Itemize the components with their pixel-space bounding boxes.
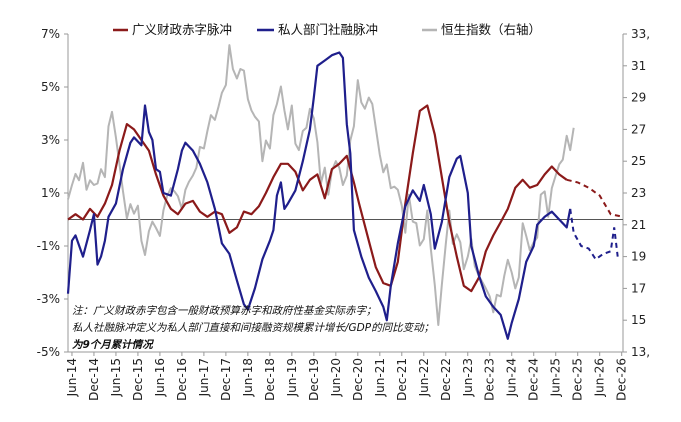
x-tick-label: Dec-18: [263, 358, 277, 401]
left-tick-label: -1%: [37, 239, 60, 253]
x-tick-label: Jun-19: [285, 358, 299, 397]
legend-label-private-credit: 私人部门社融脉冲: [278, 22, 378, 37]
x-tick-label: Jun-14: [65, 358, 79, 397]
left-tick-label: 3%: [41, 133, 60, 147]
x-tick-label: Dec-21: [395, 358, 409, 401]
series-private-credit-pulse: [66, 51, 572, 340]
note-line-1: 注：广义财政赤字包含一般财政预算赤字和政府性基金实际赤字；: [72, 305, 377, 317]
left-tick-label: 1%: [41, 186, 60, 200]
right-tick-label: 29: [631, 91, 646, 105]
series-private-credit-pulse-projection: [569, 208, 619, 261]
left-tick-label: 7%: [41, 27, 60, 41]
left-tick-label: 5%: [41, 80, 60, 94]
x-tick-label: Jun-24: [505, 358, 519, 397]
right-tick-label: 31: [631, 59, 646, 73]
series-fiscal-pulse: [67, 104, 568, 293]
x-tick-label: Jun-23: [461, 358, 475, 397]
right-tick-label: 27: [631, 122, 646, 136]
x-tick-label: Dec-17: [219, 358, 233, 401]
left-axis-ticks: 7% 5% 3% 1% -1% -3% -5%: [37, 27, 68, 359]
x-tick-label: Dec-14: [87, 358, 101, 401]
series-fiscal-pulse-projection: [566, 178, 624, 218]
right-tick-label: 19: [631, 250, 646, 264]
series-layer: [66, 44, 624, 340]
right-tick-label: 25: [631, 154, 646, 168]
x-tick-label: Jun-22: [417, 358, 431, 397]
x-tick-label: Jun-17: [197, 358, 211, 397]
x-tick-label: Jun-21: [373, 358, 387, 397]
x-tick-label: Dec-25: [571, 358, 585, 401]
x-tick-label: Jun-26: [593, 358, 607, 397]
right-tick-label: 33,: [631, 27, 650, 41]
left-tick-label: -3%: [37, 292, 60, 306]
x-tick-label: Dec-16: [175, 358, 189, 401]
right-axis-ticks: 33, 31 29 27 25 23 21 19 17 15 13,: [623, 27, 650, 359]
right-tick-label: 13,: [631, 345, 650, 359]
x-tick-label: Dec-24: [527, 358, 541, 401]
x-tick-label: Dec-22: [439, 358, 453, 401]
legend: 广义财政赤字脉冲 私人部门社融脉冲 恒生指数（右轴）: [113, 22, 541, 37]
x-tick-label: Dec-15: [131, 358, 145, 401]
legend-label-hsi: 恒生指数（右轴）: [441, 22, 541, 37]
right-tick-label: 17: [631, 281, 646, 295]
chart-note: 注：广义财政赤字包含一般财政预算赤字和政府性基金实际赤字； 私人社融脉冲定义为私…: [72, 305, 434, 351]
x-tick-label: Dec-23: [483, 358, 497, 401]
x-tick-label: Dec-26: [615, 358, 629, 401]
x-tick-label: Jun-18: [241, 358, 255, 397]
legend-label-fiscal: 广义财政赤字脉冲: [132, 22, 232, 37]
x-axis-ticks: Jun-14 Dec-14 Jun-15 Dec-15 Jun-16 Dec-16 Jun-…: [65, 352, 629, 401]
x-tick-label: Jun-16: [153, 358, 167, 397]
right-tick-label: 15: [631, 313, 646, 327]
right-tick-label: 21: [631, 218, 646, 232]
x-tick-label: Dec-20: [351, 358, 365, 401]
left-tick-label: -5%: [37, 345, 60, 359]
note-line-2: 私人社融脉冲定义为私人部门直接和间接融资规模累计增长/GDP的同比变动；: [72, 322, 434, 334]
note-line-3: 为9个月累计情况: [72, 338, 154, 351]
x-tick-label: Jun-15: [109, 358, 123, 397]
x-tick-label: Jun-20: [329, 358, 343, 397]
x-tick-label: Jun-25: [549, 358, 563, 397]
x-tick-label: Dec-19: [307, 358, 321, 401]
right-tick-label: 23: [631, 186, 646, 200]
